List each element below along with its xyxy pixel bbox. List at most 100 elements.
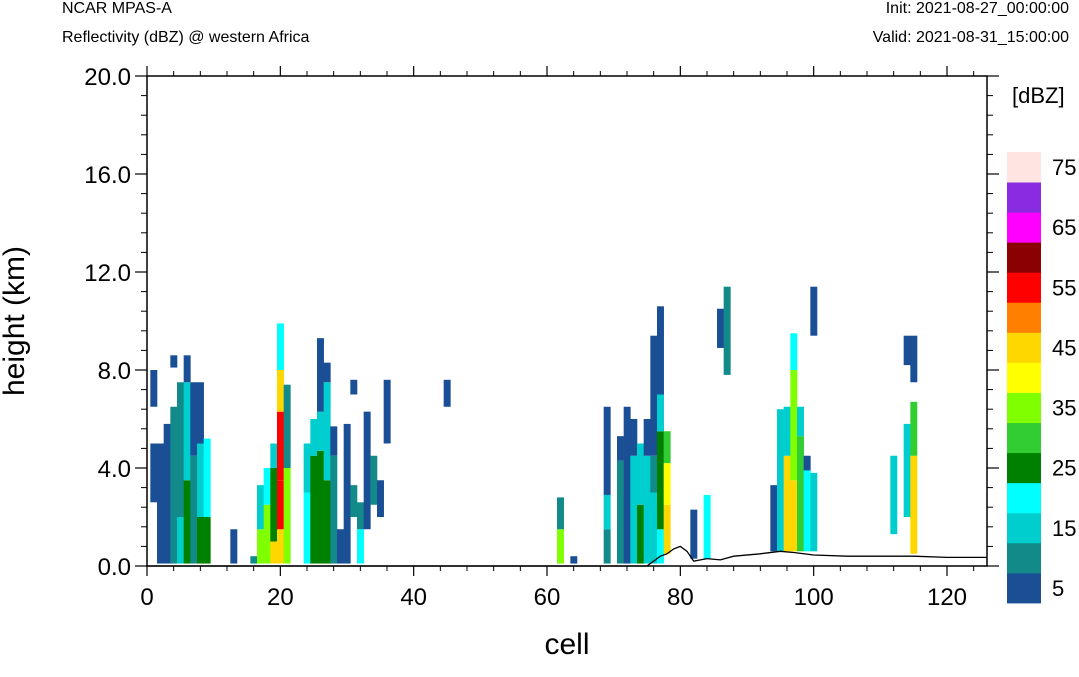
colorbar-label: 45 [1052, 335, 1076, 360]
reflectivity-cell [650, 335, 658, 456]
reflectivity-cell [283, 468, 291, 564]
reflectivity-cell [703, 494, 711, 559]
y-axis-title: height (km) [0, 246, 31, 396]
reflectivity-cell [643, 419, 651, 456]
reflectivity-cell [157, 443, 164, 564]
x-tick-label: 0 [140, 584, 153, 611]
x-axis-title: cell [544, 628, 589, 661]
reflectivity-cell [903, 335, 911, 366]
reflectivity-cell [783, 455, 791, 552]
reflectivity-cell [323, 480, 331, 564]
reflectivity-cell [777, 409, 784, 552]
colorbar-swatch [1007, 212, 1041, 243]
reflectivity-cell [163, 423, 171, 564]
terrain-line [147, 545, 987, 567]
model-title: NCAR MPAS-A [62, 0, 172, 17]
reflectivity-cell [323, 382, 331, 481]
reflectivity-cell [263, 468, 271, 505]
reflectivity-cell [150, 370, 158, 407]
reflectivity-cell [283, 384, 291, 468]
reflectivity-cell [363, 411, 371, 530]
colorbar-label: 15 [1052, 516, 1076, 541]
reflectivity-cell [183, 355, 191, 383]
reflectivity-cell [177, 382, 184, 517]
reflectivity-cell [910, 455, 918, 554]
reflectivity-cell [643, 455, 651, 564]
reflectivity-cell [150, 443, 158, 503]
reflectivity-cell [903, 423, 911, 517]
reflectivity-cell [790, 333, 798, 370]
reflectivity-cell [803, 455, 811, 471]
reflectivity-cell [323, 362, 331, 383]
reflectivity-cell [270, 468, 278, 542]
reflectivity-cell [810, 472, 818, 552]
reflectivity-cell [570, 556, 578, 564]
reflectivity-cell [663, 431, 671, 464]
reflectivity-cell [357, 502, 364, 530]
reflectivity-cells [150, 286, 918, 564]
reflectivity-cell [310, 455, 318, 564]
terrain-profile [147, 545, 987, 567]
reflectivity-cell [337, 529, 344, 564]
reflectivity-cell [350, 485, 358, 517]
colorbar-swatch [1007, 302, 1041, 333]
reflectivity-cell [723, 286, 731, 375]
reflectivity-cell [277, 370, 284, 412]
reflectivity-cell [890, 455, 898, 535]
colorbar-swatch [1007, 152, 1041, 183]
reflectivity-cell [277, 323, 284, 370]
reflectivity-cell [617, 460, 624, 564]
y-tick-label: 20.0 [84, 64, 131, 91]
colorbar-label: 65 [1052, 215, 1076, 240]
colorbar-swatch [1007, 482, 1041, 514]
reflectivity-cell [303, 492, 311, 564]
x-tick-label: 80 [667, 584, 694, 611]
reflectivity-cell [257, 485, 264, 530]
reflectivity-cell [277, 529, 284, 564]
field-title: Reflectivity (dBZ) @ western Africa [62, 29, 310, 46]
colorbar-label: 5 [1052, 576, 1064, 601]
reflectivity-cell [190, 455, 198, 564]
colorbar: 5 15 25 35 45 55 65 75 [1007, 152, 1076, 604]
x-tick-label: 20 [267, 584, 294, 611]
reflectivity-cell [203, 517, 211, 564]
reflectivity-cell [317, 411, 324, 451]
reflectivity-cell [263, 504, 271, 564]
reflectivity-cell [650, 492, 658, 564]
reflectivity-cell [250, 556, 258, 564]
reflectivity-cell [910, 335, 918, 383]
reflectivity-cell [357, 529, 364, 564]
reflectivity-cell [797, 436, 804, 552]
colorbar-swatch [1007, 542, 1041, 574]
reflectivity-cell [603, 494, 611, 530]
x-tick-label: 60 [534, 584, 561, 611]
colorbar-label: 55 [1052, 275, 1076, 300]
x-tick-label: 40 [400, 584, 427, 611]
reflectivity-cell [230, 529, 238, 564]
reflectivity-cell [663, 504, 671, 554]
reflectivity-cell [197, 517, 204, 564]
reflectivity-cell [270, 443, 278, 468]
reflectivity-cell [177, 517, 184, 564]
reflectivity-cell [770, 485, 778, 552]
colorbar-swatch [1007, 572, 1041, 604]
colorbar-swatch [1007, 332, 1041, 363]
reflectivity-cell [183, 480, 191, 564]
reflectivity-cell [277, 480, 284, 530]
x-tick-label: 100 [794, 584, 834, 611]
reflectivity-cell [350, 379, 358, 395]
reflectivity-cell [630, 455, 638, 564]
reflectivity-cell [637, 504, 644, 564]
reflectivity-cell [203, 438, 211, 517]
y-tick-label: 8.0 [98, 358, 131, 385]
reflectivity-cell [657, 529, 664, 564]
reflectivity-cell [717, 308, 724, 348]
reflectivity-cell [270, 541, 278, 564]
y-tick-label: 4.0 [98, 456, 131, 483]
init-time: Init: 2021-08-27_00:00:00 [885, 0, 1069, 17]
reflectivity-cell [630, 419, 638, 456]
reflectivity-cell [170, 406, 178, 564]
colorbar-swatch [1007, 452, 1041, 484]
reflectivity-cell [797, 406, 804, 437]
reflectivity-cell [663, 463, 671, 505]
